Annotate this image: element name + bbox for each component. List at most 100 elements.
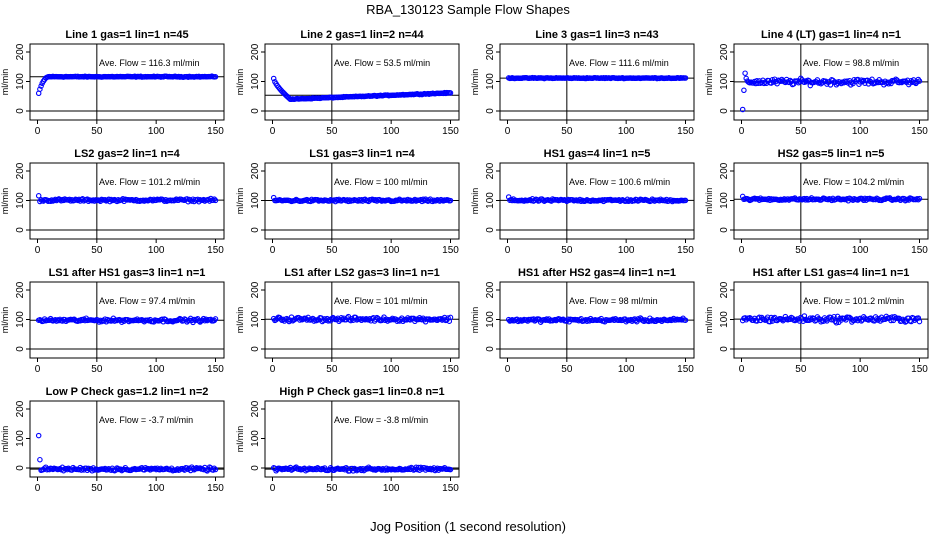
data-point xyxy=(445,315,451,321)
y-tick-label: 200 xyxy=(15,43,26,60)
average-flow-annotation: Ave. Flow = 98 ml/min xyxy=(569,296,658,306)
y-tick-label: 200 xyxy=(485,43,496,60)
data-point xyxy=(357,316,364,322)
data-point xyxy=(833,320,840,326)
panel-title: HS1 after HS2 gas=4 lin=1 n=1 xyxy=(518,267,676,279)
y-tick-label: 200 xyxy=(250,162,261,179)
data-point xyxy=(75,197,81,204)
data-point xyxy=(447,466,454,473)
data-point xyxy=(761,80,767,87)
data-point xyxy=(846,314,853,321)
data-point xyxy=(149,198,156,204)
data-point xyxy=(67,198,74,204)
panel-ylabel: ml/min xyxy=(704,307,714,334)
x-tick-label: 100 xyxy=(852,245,869,256)
data-point xyxy=(447,197,454,204)
panel-title: HS1 after LS1 gas=4 lin=1 n=1 xyxy=(753,267,910,279)
average-flow-annotation: Ave. Flow = 97.4 ml/min xyxy=(99,296,195,306)
data-point xyxy=(610,316,616,322)
y-tick-label: 0 xyxy=(250,346,261,352)
data-point xyxy=(142,465,149,471)
series-points xyxy=(35,73,219,97)
x-tick-label: 100 xyxy=(618,364,635,375)
data-point xyxy=(212,316,219,322)
data-point xyxy=(427,465,434,472)
flow-panel-6: LS1 gas=3 lin=1 n=4 ml/min 0 100 200 0 50 100 15… xyxy=(235,148,460,256)
series-points xyxy=(739,70,923,113)
panel-ylabel: ml/min xyxy=(235,69,245,96)
panel-title: HS2 gas=5 lin=1 n=5 xyxy=(778,148,885,160)
series-points xyxy=(35,315,219,326)
data-point xyxy=(447,90,454,96)
y-tick-label: 100 xyxy=(719,311,730,328)
x-tick-label: 150 xyxy=(677,364,694,375)
x-tick-label: 0 xyxy=(35,483,41,494)
data-point xyxy=(37,86,43,92)
data-point xyxy=(754,318,760,324)
panel-grid: Line 1 gas=1 lin=1 n=45 ml/min 0 100 200 0 50 1… xyxy=(0,29,929,494)
data-point xyxy=(916,78,923,84)
x-tick-label: 100 xyxy=(148,364,165,375)
x-tick-label: 0 xyxy=(739,364,745,375)
panel-ylabel: ml/min xyxy=(470,69,480,96)
y-tick-label: 100 xyxy=(485,311,496,328)
y-tick-label: 0 xyxy=(250,465,261,471)
flow-panel-13: Low P Check gas=1.2 lin=1 n=2 ml/min 0 100 2… xyxy=(0,386,225,494)
y-tick-label: 0 xyxy=(15,227,26,233)
x-tick-label: 50 xyxy=(91,245,103,256)
data-point xyxy=(108,196,114,203)
data-point xyxy=(173,467,180,473)
x-tick-label: 50 xyxy=(561,245,573,256)
x-tick-label: 100 xyxy=(383,126,400,137)
series-points xyxy=(739,193,923,204)
panel-title: Line 1 gas=1 lin=1 n=45 xyxy=(65,29,188,41)
series-points xyxy=(505,315,689,325)
average-flow-annotation: Ave. Flow = 111.6 ml/min xyxy=(569,58,669,68)
x-tick-label: 100 xyxy=(383,483,400,494)
average-flow-annotation: Ave. Flow = -3.8 ml/min xyxy=(334,415,428,425)
data-point xyxy=(97,317,104,324)
panel-title: Low P Check gas=1.2 lin=1 n=2 xyxy=(46,386,209,398)
data-point xyxy=(556,316,563,322)
y-tick-label: 100 xyxy=(15,311,26,328)
panel-ylabel: ml/min xyxy=(470,307,480,334)
x-tick-label: 100 xyxy=(148,245,165,256)
panel-ylabel: ml/min xyxy=(0,69,10,96)
y-tick-label: 0 xyxy=(719,346,730,352)
panel-title: High P Check gas=1 lin=0.8 n=1 xyxy=(279,386,444,398)
data-point xyxy=(297,317,303,323)
y-tick-label: 0 xyxy=(15,465,26,471)
data-point xyxy=(521,198,527,204)
flow-panel-4: Line 4 (LT) gas=1 lin=4 n=1 ml/min 0 100 200… xyxy=(704,29,929,137)
average-flow-annotation: Ave. Flow = 98.8 ml/min xyxy=(803,58,899,68)
series-points xyxy=(270,75,454,103)
x-tick-label: 100 xyxy=(852,364,869,375)
y-tick-label: 200 xyxy=(250,400,261,417)
series-points xyxy=(505,74,689,82)
y-tick-label: 200 xyxy=(15,281,26,298)
data-point xyxy=(196,318,202,324)
y-tick-label: 200 xyxy=(485,281,496,298)
average-flow-annotation: Ave. Flow = 100 ml/min xyxy=(334,177,428,187)
data-point xyxy=(211,196,218,202)
x-tick-label: 150 xyxy=(911,245,928,256)
data-point xyxy=(447,314,454,321)
panel-ylabel: ml/min xyxy=(235,307,245,334)
data-point xyxy=(662,198,669,204)
y-tick-label: 200 xyxy=(15,162,26,179)
figure-xlabel: Jog Position (1 second resolution) xyxy=(370,519,566,534)
panel-frame xyxy=(499,43,695,121)
average-flow-annotation: Ave. Flow = 104.2 ml/min xyxy=(803,177,904,187)
data-point xyxy=(286,318,292,325)
figure-title: RBA_130123 Sample Flow Shapes xyxy=(366,2,570,17)
data-point xyxy=(742,70,748,76)
x-tick-label: 150 xyxy=(442,126,459,137)
x-tick-label: 0 xyxy=(270,126,276,137)
data-point xyxy=(79,465,86,472)
flow-panel-2: Line 2 gas=1 lin=2 n=44 ml/min 0 100 200 0 50 1… xyxy=(235,29,460,137)
data-point xyxy=(818,319,824,325)
data-point xyxy=(153,197,159,204)
average-flow-annotation: Ave. Flow = 116.3 ml/min xyxy=(99,58,199,68)
y-tick-label: 100 xyxy=(485,192,496,209)
